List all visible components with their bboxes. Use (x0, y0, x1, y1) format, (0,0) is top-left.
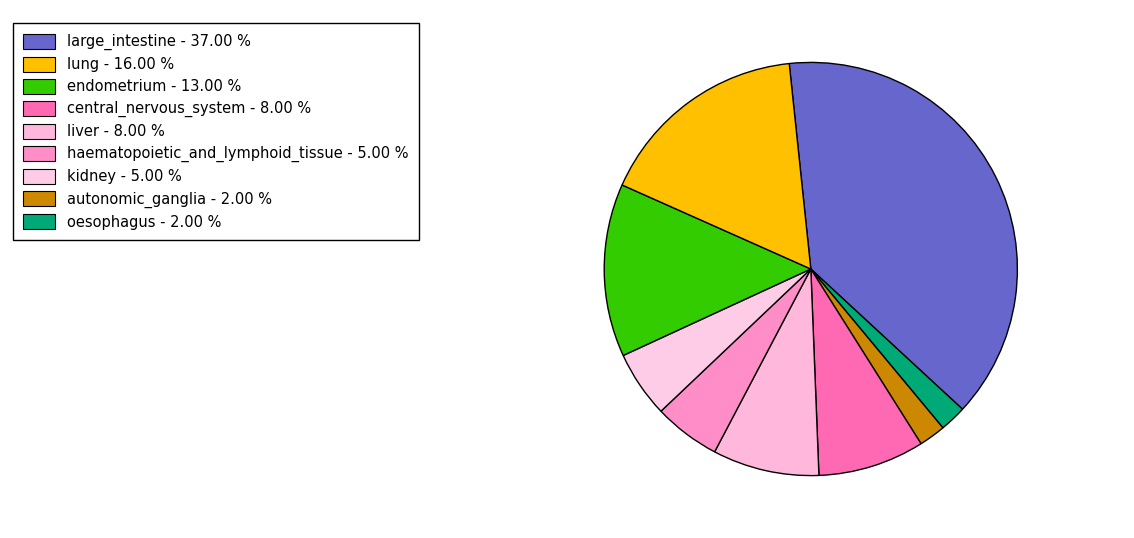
Wedge shape (811, 269, 963, 428)
Wedge shape (623, 63, 811, 269)
Wedge shape (811, 269, 942, 444)
Wedge shape (604, 185, 811, 356)
Wedge shape (789, 62, 1017, 409)
Wedge shape (661, 269, 811, 452)
Wedge shape (714, 269, 819, 476)
Wedge shape (811, 269, 921, 476)
Wedge shape (624, 269, 811, 411)
Legend: large_intestine - 37.00 %, lung - 16.00 %, endometrium - 13.00 %, central_nervou: large_intestine - 37.00 %, lung - 16.00 … (12, 24, 418, 240)
